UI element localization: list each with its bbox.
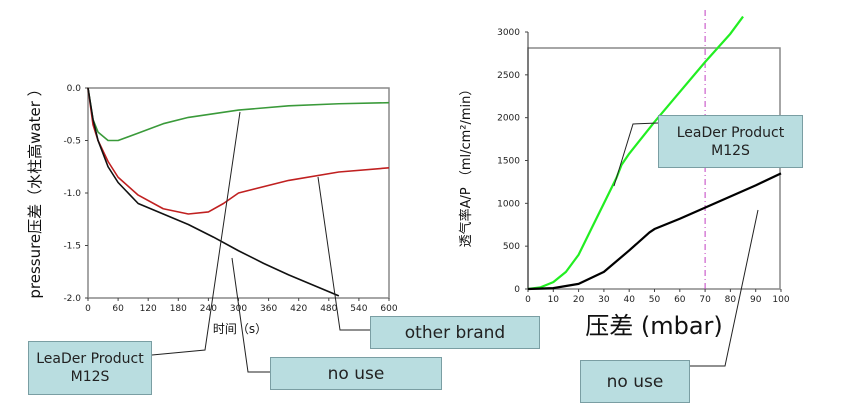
y-tick-label: -2.0: [63, 294, 81, 304]
x-tick-label: 360: [260, 304, 277, 314]
callout-leader-lines: [151, 111, 759, 373]
x-tick-label: 600: [380, 304, 397, 314]
x-tick-label: 120: [140, 304, 157, 314]
x-tick-label: 90: [750, 295, 762, 305]
left-chart: 0 60 120 180 240 300 360 420 480 540 600 0.0 -0.5 -1.…: [26, 81, 398, 336]
x-tick-label: 0: [85, 304, 91, 314]
leader-left-product: [151, 111, 241, 356]
series-line-1: [87, 87, 390, 142]
x-tick-label: 100: [772, 295, 789, 305]
leader-right-product: [613, 122, 659, 187]
x-tick-label: 180: [170, 304, 187, 314]
x-tick-label: 60: [112, 304, 124, 314]
callout-left-line1: LeaDer Product: [36, 351, 144, 367]
callout-no-use-right: no use: [580, 360, 690, 403]
callout-no-use-right-label: no use: [606, 371, 664, 392]
x-tick-label: 10: [548, 295, 560, 305]
leader-other-brand: [317, 176, 370, 331]
y-tick-label: -0.5: [63, 137, 81, 147]
callout-leader-product-right: LeaDer Product M12S: [658, 115, 803, 168]
y-tick-label: 1000: [497, 199, 520, 209]
y-tick-label: -1.5: [63, 242, 81, 252]
y-tick-label: 500: [503, 242, 520, 252]
y-tick-label: 0: [514, 285, 520, 295]
x-tick-label: 300: [230, 304, 247, 314]
callout-no-use-left: no use: [270, 357, 442, 390]
x-tick-label: 540: [350, 304, 367, 314]
y-tick-label: 1500: [497, 157, 520, 167]
x-tick-label: 70: [699, 295, 711, 305]
x-tick-label: 480: [320, 304, 337, 314]
left-x-axis-label: 时间（s）: [213, 322, 267, 336]
leader-no-use-2: [690, 209, 759, 367]
y-tick-label: -1.0: [63, 189, 81, 199]
left-axis-ticks: 0 60 120 180 240 300 360 420 480 540 600 0.0 -0.5 -1.…: [63, 84, 397, 314]
x-tick-label: 240: [200, 304, 217, 314]
x-tick-label: 40: [623, 295, 635, 305]
right-chart: 0 10 20 30 40 50 60 70 80 90 100050010001500200025…: [458, 10, 790, 340]
callout-no-use-left-label: no use: [327, 363, 385, 384]
series-line-2: [527, 172, 782, 291]
y-tick-label: 2500: [497, 71, 520, 81]
y-tick-label: 2000: [497, 114, 520, 124]
callout-left-line2: M12S: [70, 369, 110, 385]
series-line-3: [87, 87, 340, 297]
x-tick-label: 0: [525, 295, 531, 305]
right-plot-frame: [527, 47, 781, 290]
leader-no-use-1: [231, 257, 270, 373]
left-series-group: [87, 87, 390, 297]
callout-other-brand: other brand: [370, 316, 540, 349]
callout-leader-product-left: LeaDer Product M12S: [28, 341, 152, 395]
x-tick-label: 60: [674, 295, 686, 305]
x-tick-label: 20: [573, 295, 585, 305]
y-tick-label: 3000: [497, 28, 520, 38]
callout-right-line2: M12S: [711, 142, 750, 159]
right-y-axis-label: 透气率A/P （ml/cm²/min）: [458, 83, 474, 248]
x-tick-label: 80: [725, 295, 737, 305]
y-tick-label: 0.0: [67, 84, 82, 94]
right-axis-ticks: 0 10 20 30 40 50 60 70 80 90 100050010001500200025…: [497, 28, 790, 305]
x-tick-label: 420: [290, 304, 307, 314]
callout-other-brand-label: other brand: [404, 322, 506, 343]
series-line-2: [87, 87, 390, 215]
right-x-axis-label: 压差 (mbar): [585, 312, 723, 340]
callout-right-line1: LeaDer Product: [676, 124, 785, 141]
x-tick-label: 50: [649, 295, 661, 305]
left-y-axis-label: pressure压差（水柱高water ）: [26, 81, 44, 298]
x-tick-label: 30: [598, 295, 610, 305]
